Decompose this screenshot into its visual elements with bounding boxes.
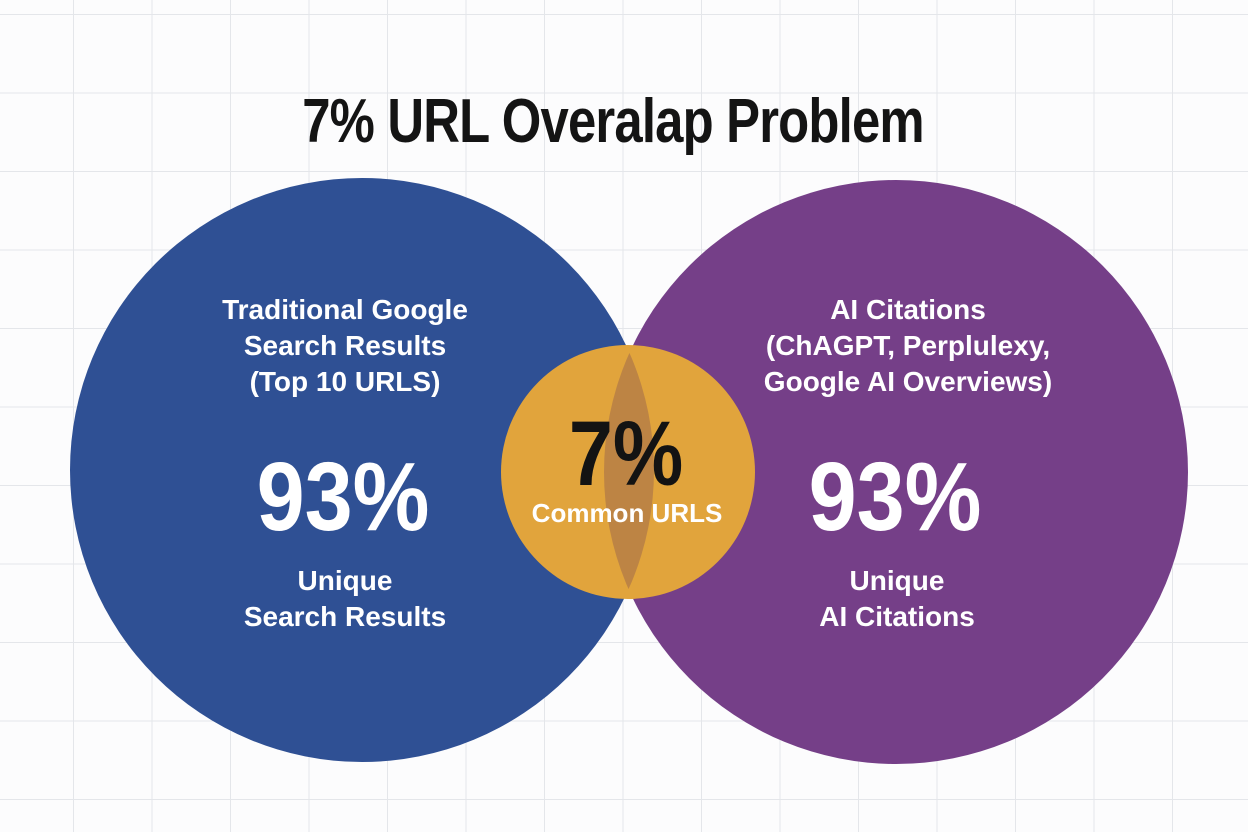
left-circle-percent: 93% (256, 442, 430, 551)
overlap-percent: 7% (568, 403, 684, 505)
left-circle-label: Traditional Google Search Results (Top 1… (222, 294, 468, 397)
left-set-circle (70, 178, 654, 762)
overlap-circle (501, 345, 755, 599)
right-circle-percent: 93% (808, 442, 982, 551)
right-set-circle (604, 180, 1188, 764)
overlap-label: Common URLS (531, 498, 723, 528)
right-circle-label: AI Citations (ChAGPT, Perplulexy, Google… (763, 294, 1053, 397)
left-circle-sublabel: Unique Search Results (243, 565, 447, 632)
page-title: 7% URL Overalap Problem (302, 86, 924, 156)
right-circle-sublabel: Unique AI Citations (819, 565, 975, 632)
